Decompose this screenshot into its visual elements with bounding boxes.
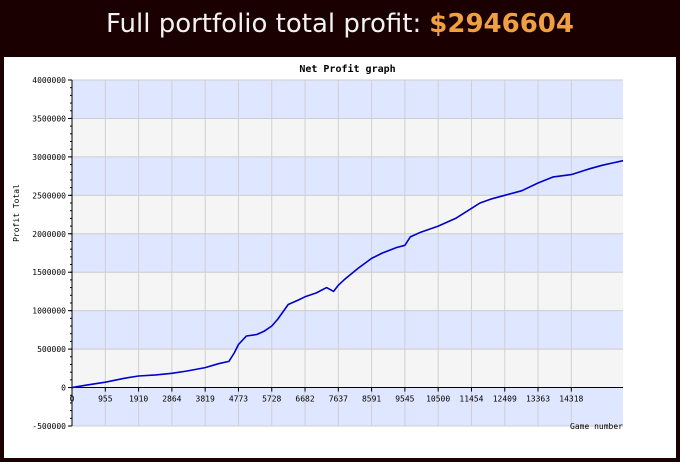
y-tick-label: 4000000 xyxy=(32,76,66,85)
x-tick-label: 7637 xyxy=(329,395,348,404)
net-profit-chart: -500000 0 500000 1000000 1500000 2000000 25000… xyxy=(12,63,624,431)
total-profit-amount: $2946604 xyxy=(429,9,574,39)
grid-band xyxy=(72,233,623,273)
x-tick-label: 10500 xyxy=(426,395,450,404)
x-tick-label: 11454 xyxy=(459,395,483,404)
grid-band xyxy=(72,156,623,196)
x-tick-label: 3819 xyxy=(196,395,215,404)
x-tick-label: 4773 xyxy=(229,395,248,404)
y-tick-label: 3500000 xyxy=(32,114,66,123)
x-tick-label: 1910 xyxy=(129,395,148,404)
grid-band xyxy=(72,310,623,350)
total-profit-label: Full portfolio total profit: xyxy=(105,9,422,39)
header: Full portfolio total profit: $2946604 xyxy=(0,0,680,48)
y-tick-label: -500000 xyxy=(32,422,66,431)
y-tick-label: 1000000 xyxy=(32,307,66,316)
x-tick-label: 14318 xyxy=(559,395,583,404)
x-tick-label: 13363 xyxy=(526,395,550,404)
x-tick-label: 6682 xyxy=(295,395,314,404)
x-tick-label: 2864 xyxy=(162,395,181,404)
y-tick-label: 0 xyxy=(61,384,66,393)
x-tick-label: 0 xyxy=(70,395,75,404)
profit-series-line xyxy=(71,159,624,389)
x-axis-label: Game number xyxy=(570,422,623,431)
grid-band xyxy=(72,80,623,119)
y-axis-label: Profit Total xyxy=(12,184,21,242)
x-tick-label: 955 xyxy=(98,395,113,404)
x-tick-label: 12409 xyxy=(493,395,517,404)
x-tick-label: 8591 xyxy=(362,395,381,404)
grid-band xyxy=(72,387,623,426)
y-tick-label: 3000000 xyxy=(32,153,66,162)
y-tick-label: 1500000 xyxy=(32,268,66,277)
x-tick-label: 9545 xyxy=(395,395,414,404)
y-tick-label: 500000 xyxy=(37,345,66,354)
grid-band xyxy=(72,272,623,311)
y-tick-label: 2000000 xyxy=(32,230,66,239)
x-tick-label: 5728 xyxy=(262,395,281,404)
chart-panel: -500000 0 500000 1000000 1500000 2000000 25000… xyxy=(4,57,676,458)
y-tick-label: 2500000 xyxy=(32,191,66,200)
grid-band xyxy=(72,349,623,388)
chart-title: Net Profit graph xyxy=(299,63,395,75)
grid-band xyxy=(72,118,623,157)
grid-band xyxy=(72,195,623,234)
